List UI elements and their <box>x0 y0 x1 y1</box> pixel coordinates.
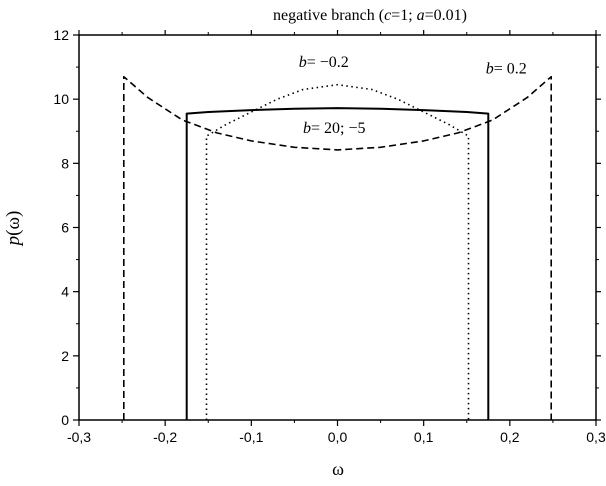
series-annotation: b= 0.2 <box>486 61 527 78</box>
x-tick-label: -0,2 <box>153 429 177 445</box>
x-axis-label: ω <box>332 459 344 479</box>
series-annotation: b= −0.2 <box>299 54 349 71</box>
chart-title: negative branch (c=1; a=0.01) <box>273 7 467 24</box>
y-tick-label: 4 <box>61 284 69 300</box>
series-line-dashed <box>123 75 553 420</box>
x-tick-label: 0,1 <box>414 429 434 445</box>
series-annotation: b= 20; −5 <box>303 120 366 137</box>
series-line-dotted <box>205 83 470 420</box>
x-tick-label: -0,1 <box>239 429 263 445</box>
plot-area: -0,3 -0,2 -0,1 0,0 0,1 0,2 0,3 0 2 4 6 8 10 12 b= −0.2… <box>53 27 606 445</box>
series-line-solid <box>185 107 490 420</box>
y-axis-label: p(ω) <box>3 211 24 248</box>
y-tick-label: 0 <box>61 412 69 428</box>
y-tick-label: 6 <box>61 220 69 236</box>
y-tick-label: 12 <box>53 27 69 43</box>
y-tick-label: 2 <box>61 348 69 364</box>
x-tick-label: -0,3 <box>67 429 91 445</box>
plot-frame <box>78 34 597 421</box>
y-tick-label: 10 <box>53 91 69 107</box>
x-tick-label: 0,2 <box>500 429 520 445</box>
x-tick-label: 0,3 <box>586 429 606 445</box>
y-tick-label: 8 <box>61 155 69 171</box>
x-tick-label: 0,0 <box>328 429 348 445</box>
